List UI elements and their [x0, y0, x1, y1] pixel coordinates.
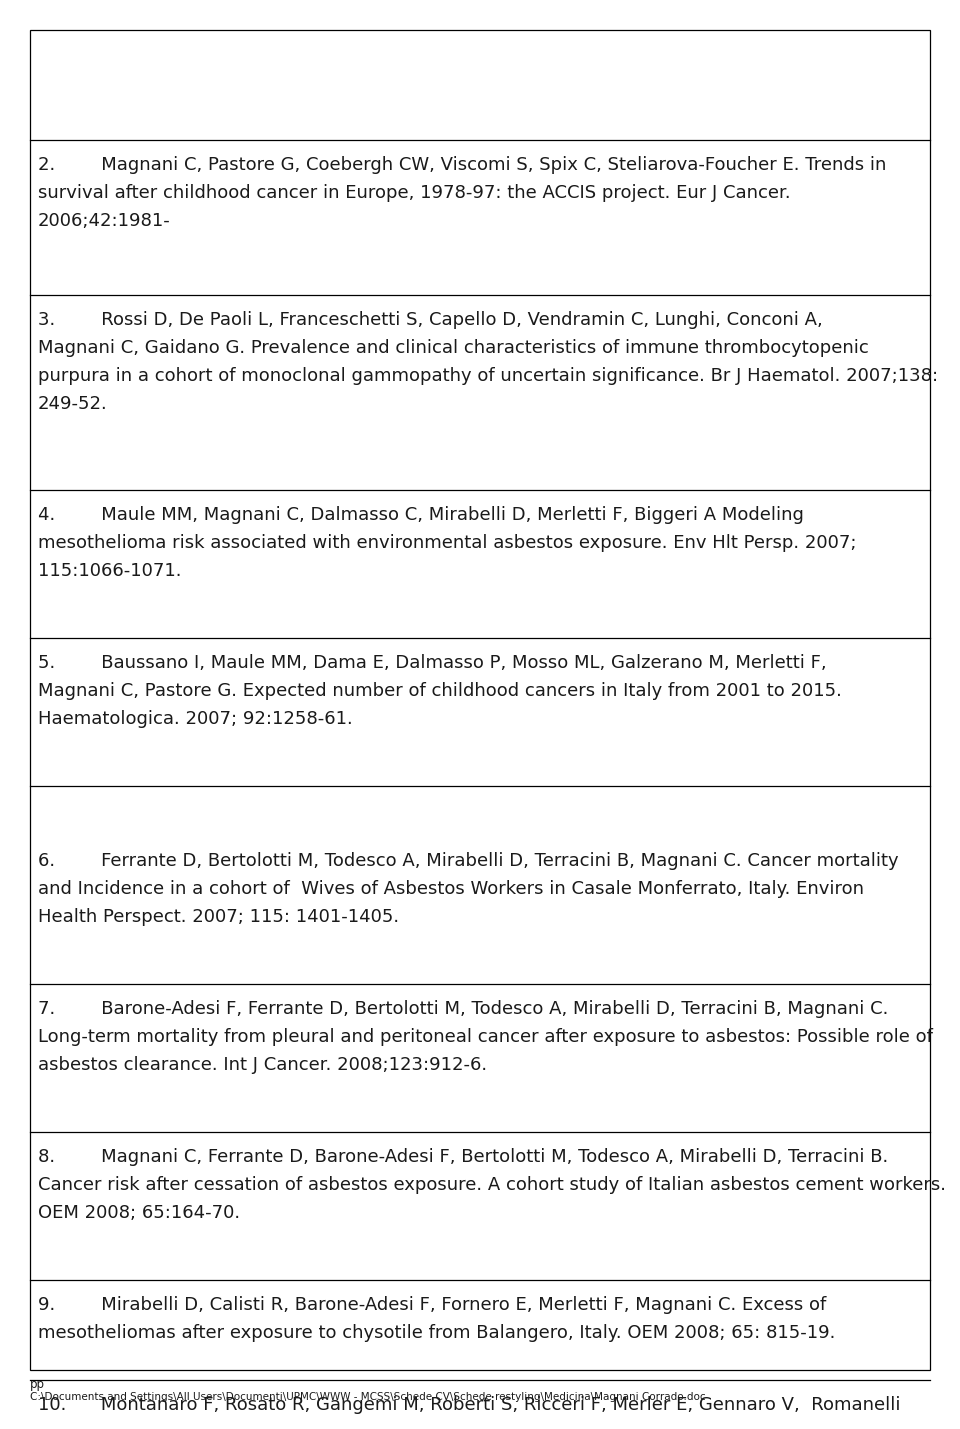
Text: 5.        Baussano I, Maule MM, Dama E, Dalmasso P, Mosso ML, Galzerano M, Merle: 5. Baussano I, Maule MM, Dama E, Dalmass…: [38, 654, 827, 672]
Text: C:\Documents and Settings\All Users\Documenti\UPMC\WWW - MCSS\Schede CV\Schede r: C:\Documents and Settings\All Users\Docu…: [30, 1392, 706, 1402]
Text: mesotheliomas after exposure to chysotile from Balangero, Italy. OEM 2008; 65: 8: mesotheliomas after exposure to chysotil…: [38, 1325, 835, 1342]
Text: 7.        Barone-Adesi F, Ferrante D, Bertolotti M, Todesco A, Mirabelli D, Terr: 7. Barone-Adesi F, Ferrante D, Bertolott…: [38, 1000, 888, 1017]
Text: OEM 2008; 65:164-70.: OEM 2008; 65:164-70.: [38, 1205, 240, 1222]
Text: 9.        Mirabelli D, Calisti R, Barone-Adesi F, Fornero E, Merletti F, Magnani: 9. Mirabelli D, Calisti R, Barone-Adesi …: [38, 1296, 827, 1315]
Text: and Incidence in a cohort of  Wives of Asbestos Workers in Casale Monferrato, It: and Incidence in a cohort of Wives of As…: [38, 880, 864, 897]
Text: Magnani C, Gaidano G. Prevalence and clinical characteristics of immune thromboc: Magnani C, Gaidano G. Prevalence and cli…: [38, 339, 869, 357]
Text: Magnani C, Pastore G. Expected number of childhood cancers in Italy from 2001 to: Magnani C, Pastore G. Expected number of…: [38, 682, 842, 700]
Text: 2.        Magnani C, Pastore G, Coebergh CW, Viscomi S, Spix C, Steliarova-Fouch: 2. Magnani C, Pastore G, Coebergh CW, Vi…: [38, 156, 886, 174]
Text: Health Perspect. 2007; 115: 1401-1405.: Health Perspect. 2007; 115: 1401-1405.: [38, 907, 399, 926]
Text: 3.        Rossi D, De Paoli L, Franceschetti S, Capello D, Vendramin C, Lunghi, : 3. Rossi D, De Paoli L, Franceschetti S,…: [38, 312, 823, 329]
Text: mesothelioma risk associated with environmental asbestos exposure. Env Hlt Persp: mesothelioma risk associated with enviro…: [38, 534, 856, 552]
Text: 115:1066-1071.: 115:1066-1071.: [38, 562, 181, 580]
Text: Long-term mortality from pleural and peritoneal cancer after exposure to asbesto: Long-term mortality from pleural and per…: [38, 1027, 933, 1046]
Text: purpura in a cohort of monoclonal gammopathy of uncertain significance. Br J Hae: purpura in a cohort of monoclonal gammop…: [38, 367, 938, 384]
Text: 2006;42:1981-: 2006;42:1981-: [38, 211, 171, 230]
Text: pp: pp: [30, 1378, 45, 1390]
Text: survival after childhood cancer in Europe, 1978-97: the ACCIS project. Eur J Can: survival after childhood cancer in Europ…: [38, 184, 791, 201]
Text: 10.      Montanaro F, Rosato R, Gangemi M, Roberti S, Ricceri F, Merler E, Genna: 10. Montanaro F, Rosato R, Gangemi M, Ro…: [38, 1396, 900, 1415]
Text: 249-52.: 249-52.: [38, 394, 108, 413]
Text: Haematologica. 2007; 92:1258-61.: Haematologica. 2007; 92:1258-61.: [38, 710, 352, 727]
Text: 8.        Magnani C, Ferrante D, Barone-Adesi F, Bertolotti M, Todesco A, Mirabe: 8. Magnani C, Ferrante D, Barone-Adesi F…: [38, 1147, 888, 1166]
Text: 4.        Maule MM, Magnani C, Dalmasso C, Mirabelli D, Merletti F, Biggeri A Mo: 4. Maule MM, Magnani C, Dalmasso C, Mira…: [38, 506, 804, 524]
Text: asbestos clearance. Int J Cancer. 2008;123:912-6.: asbestos clearance. Int J Cancer. 2008;1…: [38, 1056, 487, 1075]
Text: 6.        Ferrante D, Bertolotti M, Todesco A, Mirabelli D, Terracini B, Magnani: 6. Ferrante D, Bertolotti M, Todesco A, …: [38, 852, 899, 870]
Text: Cancer risk after cessation of asbestos exposure. A cohort study of Italian asbe: Cancer risk after cessation of asbestos …: [38, 1176, 946, 1195]
